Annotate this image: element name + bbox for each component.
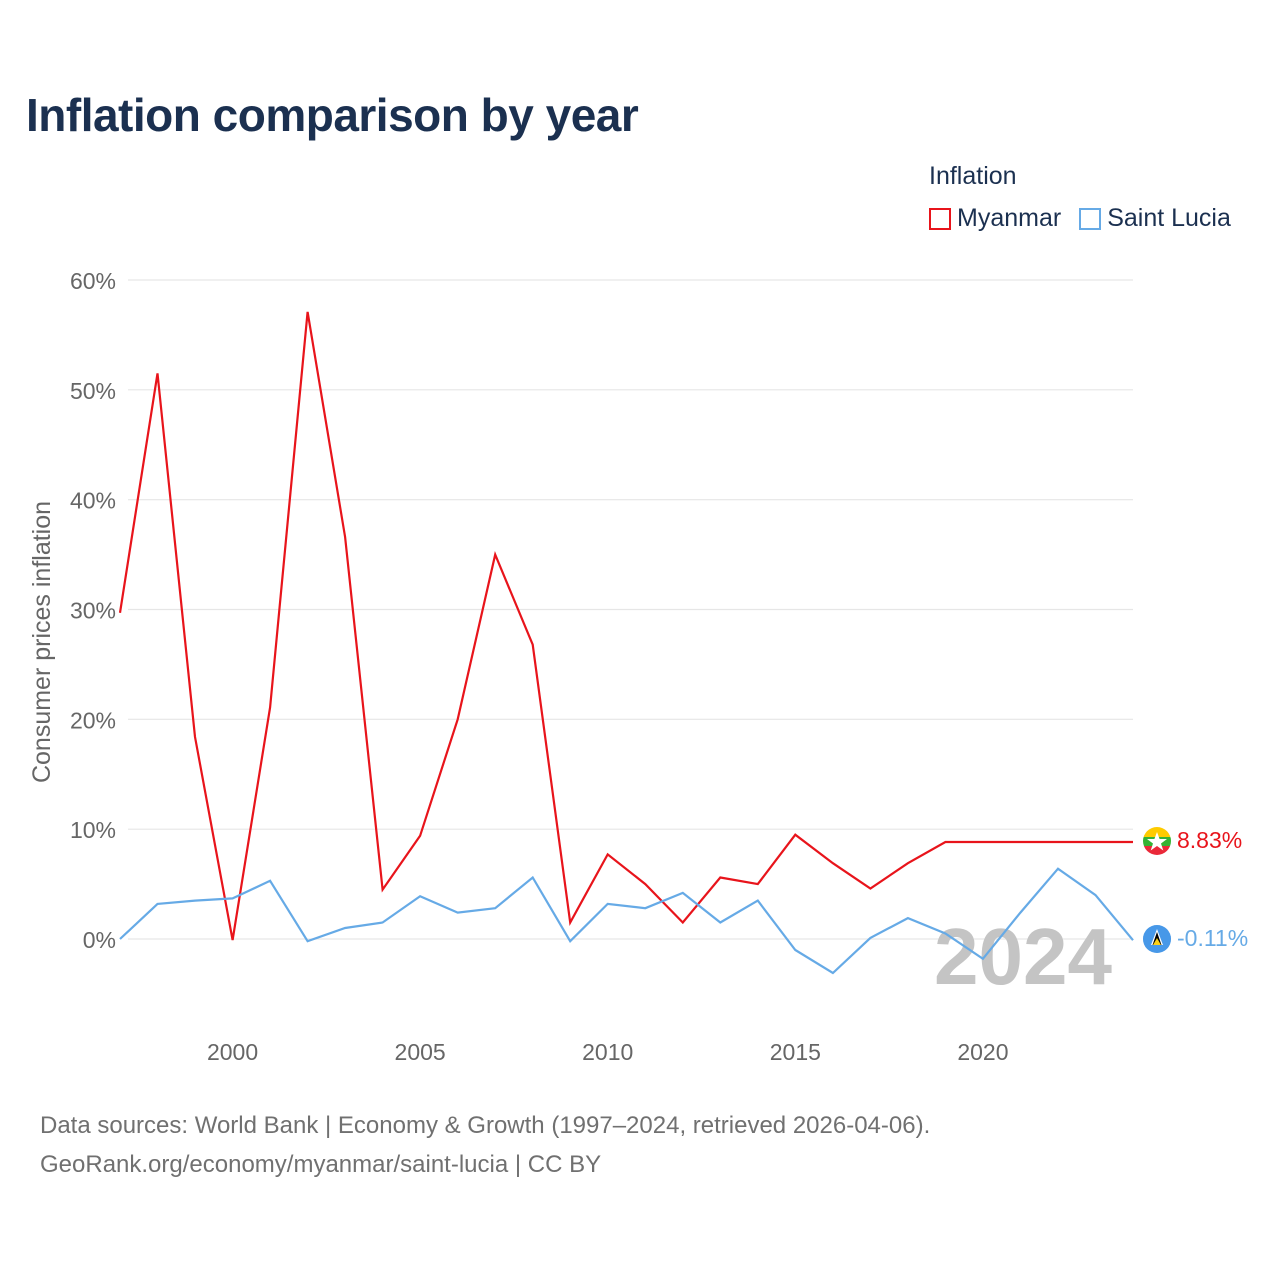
legend-item-myanmar[interactable]: Myanmar (929, 204, 1061, 233)
footer: Data sources: World Bank | Economy & Gro… (40, 1106, 930, 1184)
y-tick-label: 10% (70, 817, 116, 843)
myanmar-flag-icon (1143, 827, 1171, 855)
saint-lucia-flag-icon (1143, 925, 1171, 953)
myanmar-end-label: 8.83% (1177, 827, 1242, 853)
series-line-myanmar[interactable] (118, 311, 1133, 941)
y-tick-label: 0% (83, 927, 116, 953)
x-axis-ticks: 2000 2005 2010 2015 2020 (207, 1039, 1009, 1065)
series-line-saint-lucia[interactable] (119, 867, 1134, 975)
y-tick-label: 30% (70, 598, 116, 624)
x-tick-label: 2020 (957, 1039, 1008, 1065)
series-lines (118, 311, 1134, 975)
y-axis-ticks: 0% 10% 20% 30% 40% 50% 60% (70, 268, 116, 953)
saint-lucia-end-label: -0.11% (1177, 925, 1248, 951)
legend-swatch-saint-lucia (1079, 207, 1102, 230)
y-tick-label: 60% (70, 268, 116, 294)
year-watermark: 2024 (934, 912, 1112, 1001)
x-tick-label: 2005 (395, 1039, 446, 1065)
grid-lines (128, 279, 1133, 940)
legend-label-myanmar: Myanmar (957, 204, 1062, 232)
x-tick-label: 2000 (207, 1039, 258, 1065)
y-tick-label: 20% (70, 707, 116, 733)
legend-item-saint-lucia[interactable]: Saint Lucia (1079, 204, 1231, 233)
legend-title: Inflation (929, 162, 1017, 190)
footer-link[interactable]: GeoRank.org/economy/myanmar/saint-lucia … (40, 1151, 602, 1178)
x-tick-label: 2010 (582, 1039, 633, 1065)
legend-swatch-myanmar (929, 207, 951, 230)
y-axis-label: Consumer prices inflation (28, 501, 56, 783)
y-tick-label: 40% (70, 488, 116, 514)
legend: Myanmar Saint Lucia (929, 204, 1249, 233)
y-tick-label: 50% (70, 378, 116, 404)
chart-title: Inflation comparison by year (26, 89, 639, 141)
legend-label-saint-lucia: Saint Lucia (1107, 204, 1231, 232)
x-tick-label: 2015 (770, 1039, 821, 1065)
footer-source: Data sources: World Bank | Economy & Gro… (40, 1112, 931, 1139)
